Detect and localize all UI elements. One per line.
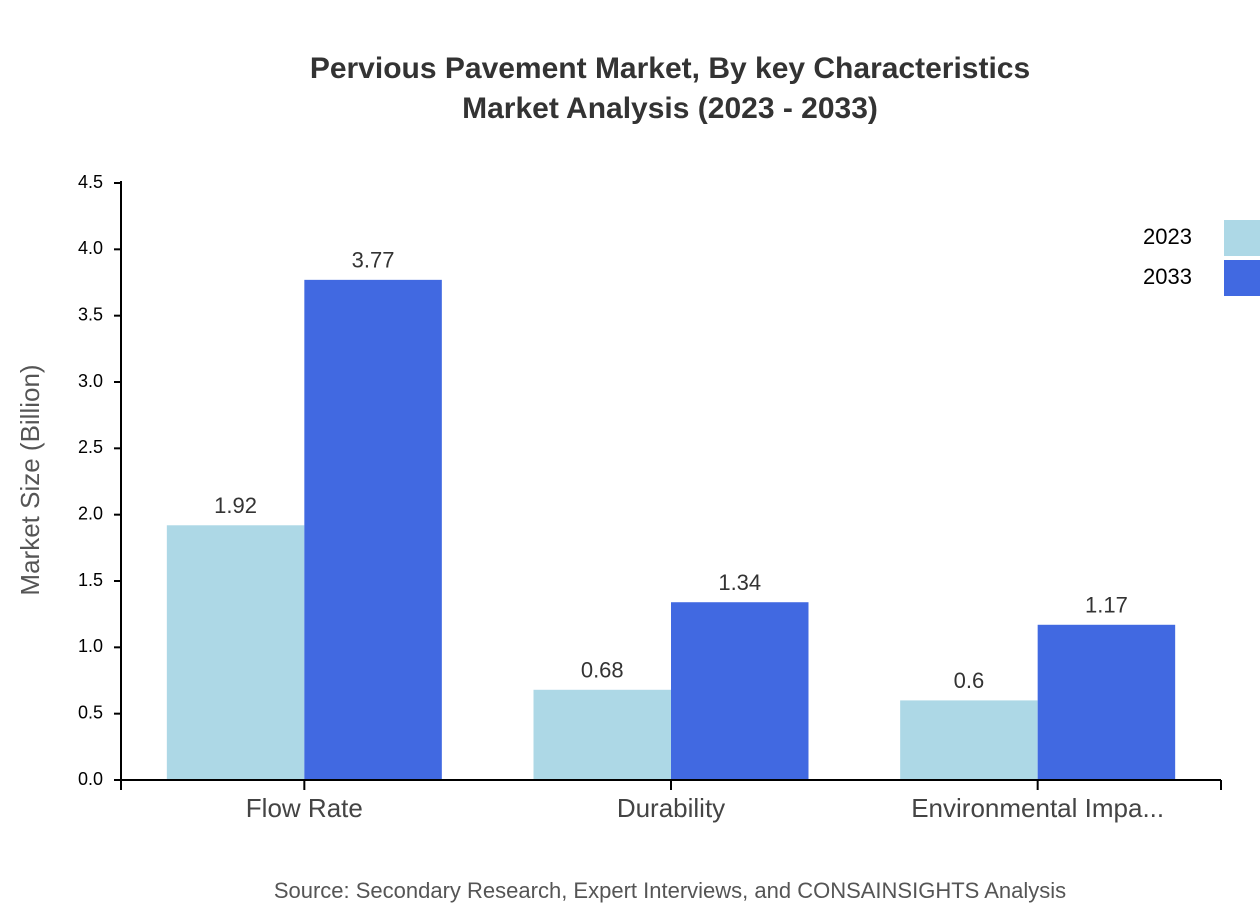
y-axis-label: Market Size (Billion) xyxy=(15,364,45,595)
y-tick-label: 1.5 xyxy=(78,570,103,590)
y-tick-label: 0.0 xyxy=(78,769,103,789)
chart-title: Pervious Pavement Market, By key Charact… xyxy=(310,52,1030,85)
value-label: 1.92 xyxy=(214,493,257,518)
value-label: 1.17 xyxy=(1085,593,1128,618)
x-tick-label: Durability xyxy=(617,793,725,823)
y-tick-label: 3.5 xyxy=(78,304,103,324)
bar xyxy=(166,525,305,780)
bar xyxy=(1037,624,1176,780)
x-tick-label: Flow Rate xyxy=(246,793,363,823)
y-tick-label: 0.5 xyxy=(78,702,103,722)
bar xyxy=(304,279,442,780)
y-tick-label: 3.0 xyxy=(78,371,103,391)
legend-label: 2023 xyxy=(1143,224,1192,249)
value-label: 0.6 xyxy=(954,668,985,693)
legend-swatch xyxy=(1224,220,1260,256)
y-tick-label: 2.5 xyxy=(78,437,103,457)
value-label: 3.77 xyxy=(352,248,395,273)
y-tick-label: 1.0 xyxy=(78,636,103,656)
value-label: 1.34 xyxy=(718,570,761,595)
bar xyxy=(533,689,671,780)
legend-swatch xyxy=(1224,260,1260,296)
x-tick-label: Environmental Impa... xyxy=(911,793,1164,823)
chart-subtitle: Market Analysis (2023 - 2033) xyxy=(462,92,878,125)
legend-label: 2033 xyxy=(1143,264,1192,289)
y-tick-label: 4.0 xyxy=(78,238,103,258)
y-tick-label: 2.0 xyxy=(78,503,103,523)
bar xyxy=(671,602,809,780)
source-note: Source: Secondary Research, Expert Inter… xyxy=(274,878,1066,903)
bar xyxy=(900,700,1038,780)
y-tick-label: 4.5 xyxy=(78,172,103,192)
value-label: 0.68 xyxy=(581,658,624,683)
